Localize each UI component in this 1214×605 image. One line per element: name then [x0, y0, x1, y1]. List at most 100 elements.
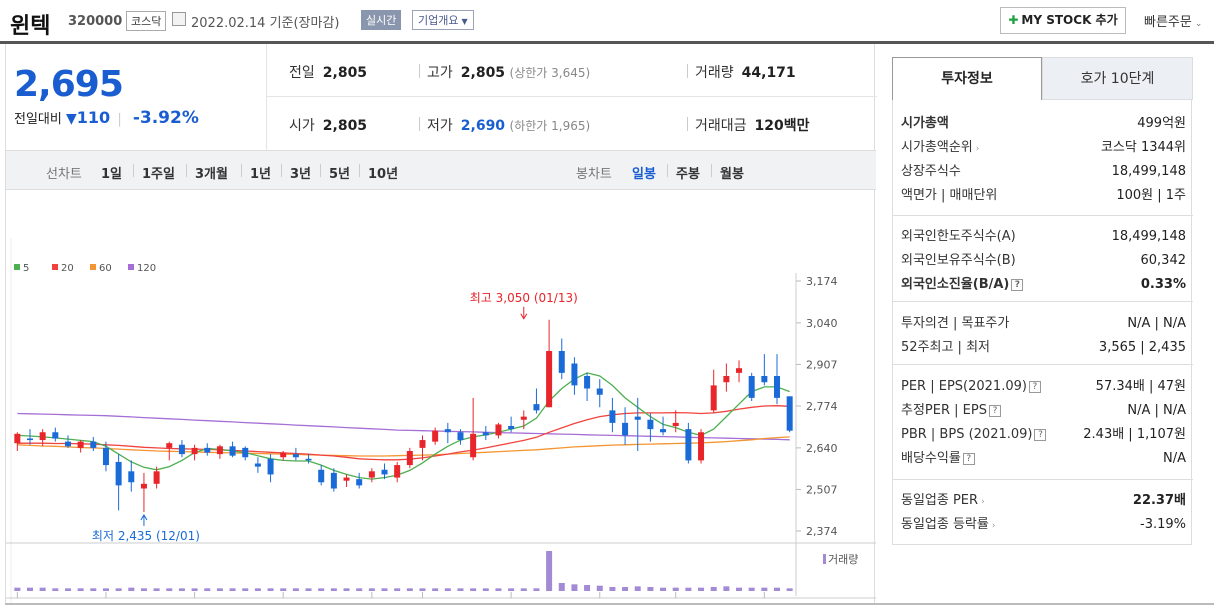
amount-unit: 백만 — [783, 118, 810, 134]
candle-body — [786, 396, 793, 431]
info-value: -3.19% — [1140, 517, 1186, 532]
candle-body — [52, 432, 59, 439]
candle-body — [242, 447, 249, 458]
quick-order-button[interactable]: 빠른주문 ⌄ — [1144, 11, 1202, 30]
volume-bar — [254, 588, 261, 591]
period-daily[interactable]: 일봉 — [632, 167, 656, 182]
info-row[interactable]: 동일업종 등락률 › -3.19% — [901, 513, 1186, 537]
candle-body — [191, 447, 198, 455]
volume-bar — [318, 588, 325, 591]
y-tick-label: 2,774 — [806, 400, 838, 413]
period-1d[interactable]: 1일 — [101, 167, 123, 182]
volume-bar — [292, 588, 299, 591]
volume-bar — [305, 588, 312, 591]
volume-bar — [546, 551, 553, 591]
help-icon[interactable]: ? — [1034, 428, 1047, 441]
legend-label: 60 — [99, 263, 112, 274]
info-row[interactable]: 시가총액순위 › 코스닥 1344위 — [901, 136, 1186, 160]
chart-period-bar: 선차트 1일 1주일 3개월 1년 3년 5년 10년 봉차트 일봉 주봉 월봉 — [6, 150, 876, 190]
help-icon[interactable]: ? — [962, 452, 975, 465]
y-tick-label: 2,374 — [806, 525, 838, 538]
info-tabs: 투자정보 호가 10단계 — [892, 57, 1193, 100]
candle-body — [558, 351, 565, 373]
info-row[interactable]: 동일업종 PER › 22.37배 — [901, 489, 1186, 513]
candle-body — [710, 385, 717, 411]
max-arrow-head — [520, 313, 528, 320]
help-icon[interactable]: ? — [1011, 278, 1024, 291]
max-annotation: 최고 3,050 (01/13) — [470, 291, 578, 305]
volume-bar — [90, 588, 97, 591]
period-1y[interactable]: 1년 — [250, 167, 272, 182]
volume-bar — [660, 587, 667, 591]
divider — [186, 164, 187, 177]
stock-name: 윈텍 — [10, 14, 51, 39]
realtime-button[interactable]: 실시간 — [361, 10, 402, 30]
info-value: N/A | N/A — [1127, 316, 1186, 331]
help-icon[interactable]: ? — [988, 404, 1001, 417]
candle-body — [444, 429, 451, 433]
stock-chart[interactable]: 5 20 60 120 3,174 3,040 2,907 2,774 2,640 2,507 2,… — [6, 191, 876, 605]
period-weekly[interactable]: 주봉 — [676, 167, 700, 182]
section-divider — [893, 479, 1193, 480]
mystock-label: MY STOCK 추가 — [1021, 13, 1118, 27]
chevron-right-icon: › — [991, 521, 996, 531]
open-price: 시가 2,805 — [289, 115, 367, 135]
volume-bar — [368, 588, 375, 591]
period-3y[interactable]: 3년 — [290, 167, 312, 182]
info-section: 외국인한도주식수(A) 18,499,148 외국인보유주식수(B) 60,342 외국… — [901, 225, 1186, 297]
volume-bar — [102, 588, 109, 591]
help-icon[interactable]: ? — [1028, 380, 1041, 393]
amount-value: 120 — [754, 118, 784, 134]
legend-label: 5 — [23, 263, 29, 274]
candle-body — [153, 471, 160, 484]
period-1w[interactable]: 1주일 — [142, 167, 175, 182]
volume-bar — [432, 588, 439, 591]
low-label: 저가 — [427, 118, 453, 134]
company-info-dropdown[interactable]: 기업개요 ▼ — [412, 10, 474, 30]
info-label: 추정PER | EPS? — [901, 399, 1001, 423]
legend-swatch — [14, 264, 20, 270]
volume-bar — [558, 583, 565, 591]
trade-amount: 거래대금 120백만 — [695, 115, 810, 135]
volume-bar — [444, 588, 451, 591]
info-row: 배당수익률? N/A — [901, 447, 1186, 471]
candle-body — [394, 465, 401, 478]
candle-body — [115, 461, 122, 486]
period-5y[interactable]: 5년 — [329, 167, 351, 182]
info-label: 상장주식수 — [901, 164, 961, 179]
legend-swatch — [52, 264, 58, 270]
divider — [133, 164, 134, 177]
volume-bar — [14, 587, 21, 591]
info-row: 시가총액 499억원 — [901, 112, 1186, 136]
candle-body — [26, 438, 33, 441]
summary-row: 시가 2,805 저가 2,690 (하한가 1,965) 거래대금 120백만 — [267, 97, 877, 150]
divider — [687, 64, 688, 78]
candle-body — [457, 432, 464, 441]
candle-body — [356, 479, 363, 486]
volume-bar — [685, 587, 692, 591]
period-monthly[interactable]: 월봉 — [720, 167, 744, 182]
candle-body — [774, 376, 781, 398]
candle-body — [267, 458, 274, 475]
period-3m[interactable]: 3개월 — [195, 167, 228, 182]
candle-body — [508, 426, 515, 430]
period-10y[interactable]: 10년 — [368, 167, 399, 182]
price-summary: 전일 2,805 고가 2,805 (상한가 3,645) 거래량 44,171 시가… — [266, 44, 877, 150]
info-label: 액면가 | 매매단위 — [901, 188, 998, 203]
candle-body — [761, 376, 768, 383]
info-label: 투자의견 | 목표주가 — [901, 316, 1010, 331]
main-panel: 2,695 전일대비 ▼110 | -3.92% 전일 2,805 고가 2,805… — [5, 44, 877, 605]
moving-average-ma5 — [17, 372, 790, 480]
tab-investment-info[interactable]: 투자정보 — [892, 57, 1042, 100]
candle-body — [672, 422, 679, 426]
tab-order-book[interactable]: 호가 10단계 — [1042, 57, 1193, 100]
y-tick-label: 2,640 — [806, 442, 838, 455]
high-price: 고가 2,805 (상한가 3,645) — [427, 62, 590, 82]
y-tick-label: 3,174 — [806, 275, 838, 288]
info-label: 외국인소진율(B/A)? — [901, 273, 1024, 297]
volume-bar — [77, 588, 84, 591]
add-mystock-button[interactable]: ✚ MY STOCK 추가 — [1000, 7, 1126, 34]
info-row: PBR | BPS (2021.09)? 2.43배 | 1,107원 — [901, 423, 1186, 447]
info-row: 52주최고 | 최저 3,565 | 2,435 — [901, 336, 1186, 360]
volume-bar — [242, 588, 249, 591]
